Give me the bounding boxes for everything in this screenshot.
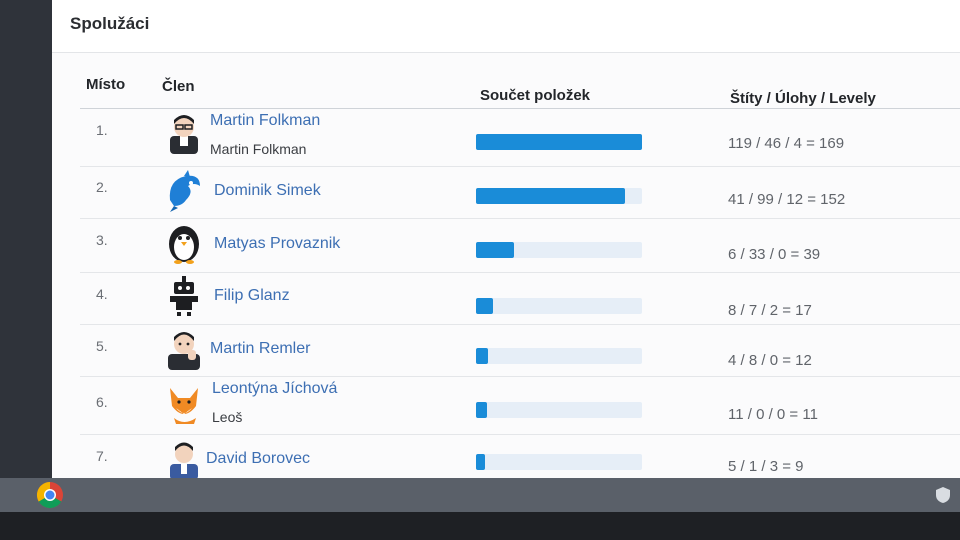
rank-cell: 5. bbox=[96, 338, 108, 354]
table-header: Místo Člen Součet položek Štíty / Úlohy … bbox=[80, 70, 960, 109]
rank-cell: 7. bbox=[96, 448, 108, 464]
member-name-link[interactable]: Martin Folkman bbox=[210, 112, 321, 129]
avatar-fox-icon bbox=[164, 384, 204, 426]
column-header-rank: Místo bbox=[86, 76, 126, 93]
score-cell: 6 / 33 / 0 = 39 bbox=[728, 246, 821, 263]
score-cell: 5 / 1 / 3 = 9 bbox=[728, 458, 804, 475]
progress-bar bbox=[476, 242, 642, 258]
table-row: 7. David Borovec 5 / 1 / 3 = 9 bbox=[80, 434, 960, 478]
member-nickname: Leoš bbox=[212, 409, 243, 425]
member-name-link[interactable]: David Borovec bbox=[206, 450, 311, 467]
avatar-blue-dolphin-icon bbox=[164, 170, 204, 212]
progress-bar-fill bbox=[476, 298, 493, 314]
table-row: 1. Martin Folkman Martin Folkman bbox=[80, 108, 960, 167]
member-nickname: Martin Folkman bbox=[210, 141, 307, 157]
member-name-link[interactable]: Leontýna Jíchová bbox=[212, 380, 338, 397]
score-cell: 11 / 0 / 0 = 11 bbox=[728, 406, 818, 423]
member-name-link[interactable]: Filip Glanz bbox=[214, 287, 290, 304]
table-row: 5. Martin Remler 4 / 8 / 0 = bbox=[80, 324, 960, 377]
progress-bar bbox=[476, 348, 642, 364]
table-row: 4. Filip Glanz bbox=[80, 272, 960, 325]
member-name-link[interactable]: Matyas Provaznik bbox=[214, 235, 341, 252]
score-cell: 119 / 46 / 4 = 169 bbox=[728, 135, 845, 152]
member-name-link[interactable]: Martin Remler bbox=[210, 340, 311, 357]
progress-bar bbox=[476, 134, 642, 150]
table-row: 3. Matyas Provaznik bbox=[80, 218, 960, 273]
avatar-man-thinking-icon bbox=[164, 328, 204, 370]
progress-bar-fill bbox=[476, 402, 487, 418]
progress-bar-fill bbox=[476, 188, 626, 204]
browser-page: Spolužáci Místo Člen Součet položek Štít… bbox=[52, 0, 960, 478]
progress-bar bbox=[476, 298, 642, 314]
chrome-icon[interactable] bbox=[30, 480, 70, 510]
member-name-link[interactable]: Dominik Simek bbox=[214, 182, 321, 199]
column-header-member: Člen bbox=[162, 78, 195, 95]
card-title: Spolužáci bbox=[70, 14, 150, 33]
os-taskbar bbox=[0, 478, 960, 512]
table-row: 2. Dominik Simek 41 / 99 / 12 = 152 bbox=[80, 166, 960, 219]
progress-bar bbox=[476, 454, 642, 470]
progress-bar-fill bbox=[476, 242, 515, 258]
rank-cell: 6. bbox=[96, 394, 108, 410]
avatar-man-glasses-icon bbox=[164, 112, 204, 154]
monitor-bezel bbox=[0, 512, 960, 540]
progress-bar-fill bbox=[476, 134, 642, 150]
rank-cell: 1. bbox=[96, 122, 108, 138]
score-cell: 8 / 7 / 2 = 17 bbox=[728, 302, 812, 319]
table-row: 6. Leontýna Jíchová Leoš 11 / 0 / 0 = 11 bbox=[80, 376, 960, 435]
avatar-man-suit-icon bbox=[164, 438, 204, 478]
progress-bar bbox=[476, 402, 642, 418]
score-cell: 4 / 8 / 0 = 12 bbox=[728, 352, 812, 369]
avatar-penguin-icon bbox=[164, 222, 204, 264]
rank-cell: 3. bbox=[96, 232, 108, 248]
progress-bar-fill bbox=[476, 348, 488, 364]
column-header-total: Součet položek bbox=[480, 87, 591, 104]
card-header: Spolužáci bbox=[52, 0, 960, 53]
shield-icon[interactable] bbox=[934, 486, 952, 504]
rank-cell: 4. bbox=[96, 286, 108, 302]
rank-cell: 2. bbox=[96, 179, 108, 195]
avatar-robot-icon bbox=[164, 276, 204, 318]
column-header-score: Štíty / Úlohy / Levely bbox=[730, 90, 876, 107]
progress-bar bbox=[476, 188, 642, 204]
progress-bar-fill bbox=[476, 454, 486, 470]
score-cell: 41 / 99 / 12 = 152 bbox=[728, 191, 846, 208]
